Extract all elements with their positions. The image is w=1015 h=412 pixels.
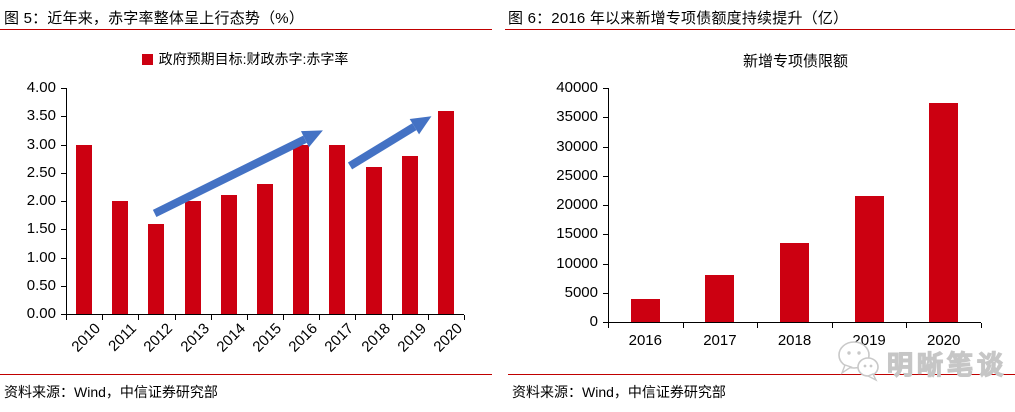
deficit-ratio-bar-chart: 0.00 0.50 1.00 1.50 2.00 2.50 3.00 3.50 4.00 2010… (4, 78, 486, 370)
y-axis-tick (603, 146, 608, 148)
y-tick-label: 1.50 (26, 220, 56, 238)
special-bond-chart-title: 新增专项债限额 (742, 53, 848, 70)
figure6-source-divider (508, 374, 1015, 375)
legend-swatch-red-square (141, 53, 153, 65)
y-tick-label: 4.00 (26, 79, 56, 96)
wechat-chat-icon (835, 338, 881, 389)
bar-2010 (76, 144, 93, 314)
x-axis-line (608, 322, 981, 323)
y-tick-label: 30000 (556, 137, 598, 155)
bar-2015 (257, 184, 273, 314)
bar-2016 (293, 144, 310, 314)
x-axis-tick (981, 323, 982, 328)
bar-2012 (148, 223, 165, 314)
figure5-title: 图 5：近年来，赤字率整体呈上行态势（%） (4, 10, 305, 27)
bar-2017 (329, 144, 346, 314)
y-tick-label: 40000 (556, 79, 598, 96)
x-axis-tick (682, 323, 684, 328)
x-axis-tick (283, 315, 285, 320)
x-tick-label: 2018 (777, 332, 812, 349)
x-axis-line (66, 314, 464, 315)
y-axis-tick (61, 229, 66, 231)
special-bond-limit-bar-chart: 0 5000 10000 15000 20000 25000 30000 35000 40000… (516, 79, 1005, 370)
y-axis-tick (61, 201, 66, 202)
trend-arrows-overlay (152, 116, 432, 218)
bar-2014 (220, 195, 237, 314)
y-axis-tick (603, 263, 608, 265)
y-tick-label: 2.50 (26, 163, 56, 181)
y-axis-tick (61, 285, 66, 287)
y-axis-tick (603, 88, 608, 89)
figure5-source-text: 资料来源：Wind，中信证券研究部 (4, 384, 218, 400)
bar-2018 (365, 167, 382, 314)
y-tick-label: 15000 (556, 225, 598, 243)
bar-2013 (184, 201, 201, 314)
legend-label: 政府预期目标:财政赤字:赤字率 (158, 51, 349, 67)
x-axis-tick (355, 315, 357, 320)
x-tick-label: 2017 (703, 332, 737, 349)
y-axis-tick (603, 117, 608, 119)
figure5-source-divider (0, 374, 492, 375)
y-tick-label: 2.00 (26, 192, 56, 209)
x-tick-label: 2020 (927, 332, 961, 349)
bar-2019 (401, 155, 418, 314)
x-axis-tick (174, 315, 176, 320)
figure6-title: 图 6：2016 年以来新增专项债额度持续提升（亿） (508, 10, 849, 27)
mingxi-bitan-watermark: 明晰笔谈 (835, 338, 1007, 389)
figure5-title-underline (0, 29, 492, 30)
y-tick-label: 3.50 (26, 107, 56, 125)
x-axis-tick (102, 315, 104, 320)
y-tick-label: 5000 (564, 283, 598, 301)
bar-2019 (854, 196, 884, 322)
bar-2020 (437, 110, 454, 314)
bar-2017 (705, 275, 735, 322)
figure6-title-underline (505, 29, 1015, 30)
y-axis-line (66, 88, 67, 314)
figure5-legend: 政府预期目标:财政赤字:赤字率 (4, 49, 486, 69)
y-tick-label: 1.00 (26, 248, 56, 266)
x-axis-tick (427, 315, 429, 320)
y-tick-label: 0.00 (26, 305, 56, 322)
y-axis-tick (61, 314, 66, 315)
x-axis-tick (906, 323, 908, 328)
y-axis-tick (61, 257, 66, 259)
x-axis-tick (608, 323, 609, 328)
x-axis-tick (757, 323, 759, 328)
watermark-text: 明晰笔谈 (886, 349, 1007, 380)
y-tick-label: 35000 (556, 108, 598, 126)
y-axis-line (608, 88, 609, 322)
y-axis-tick (603, 234, 608, 236)
y-axis-tick (61, 116, 66, 118)
x-axis-tick (138, 315, 140, 320)
x-axis-tick (246, 315, 248, 320)
y-axis-tick (603, 322, 608, 323)
y-tick-label: 10000 (556, 254, 598, 272)
y-tick-label: 3.00 (26, 135, 56, 153)
bar-2011 (112, 201, 129, 314)
figure6-source-text: 资料来源：Wind，中信证券研究部 (512, 384, 726, 400)
y-axis-tick (61, 144, 66, 146)
y-axis-tick (603, 205, 608, 206)
y-tick-label: 0 (589, 313, 598, 330)
x-axis-tick (464, 315, 465, 320)
y-tick-label: 20000 (556, 196, 598, 213)
x-axis-tick (66, 315, 67, 320)
y-axis-tick (61, 172, 66, 174)
x-tick-label: 2016 (628, 332, 662, 349)
y-tick-label: 0.50 (26, 276, 56, 294)
bar-2020 (929, 102, 959, 322)
bar-2018 (780, 243, 809, 322)
y-tick-label: 25000 (556, 166, 598, 184)
y-axis-tick (603, 175, 608, 177)
y-axis-tick (61, 88, 66, 89)
x-axis-tick (831, 323, 833, 328)
x-axis-tick (319, 315, 321, 320)
x-axis-tick (391, 315, 393, 320)
x-axis-tick (210, 315, 212, 320)
bar-2016 (630, 298, 660, 322)
y-axis-tick (603, 292, 608, 294)
